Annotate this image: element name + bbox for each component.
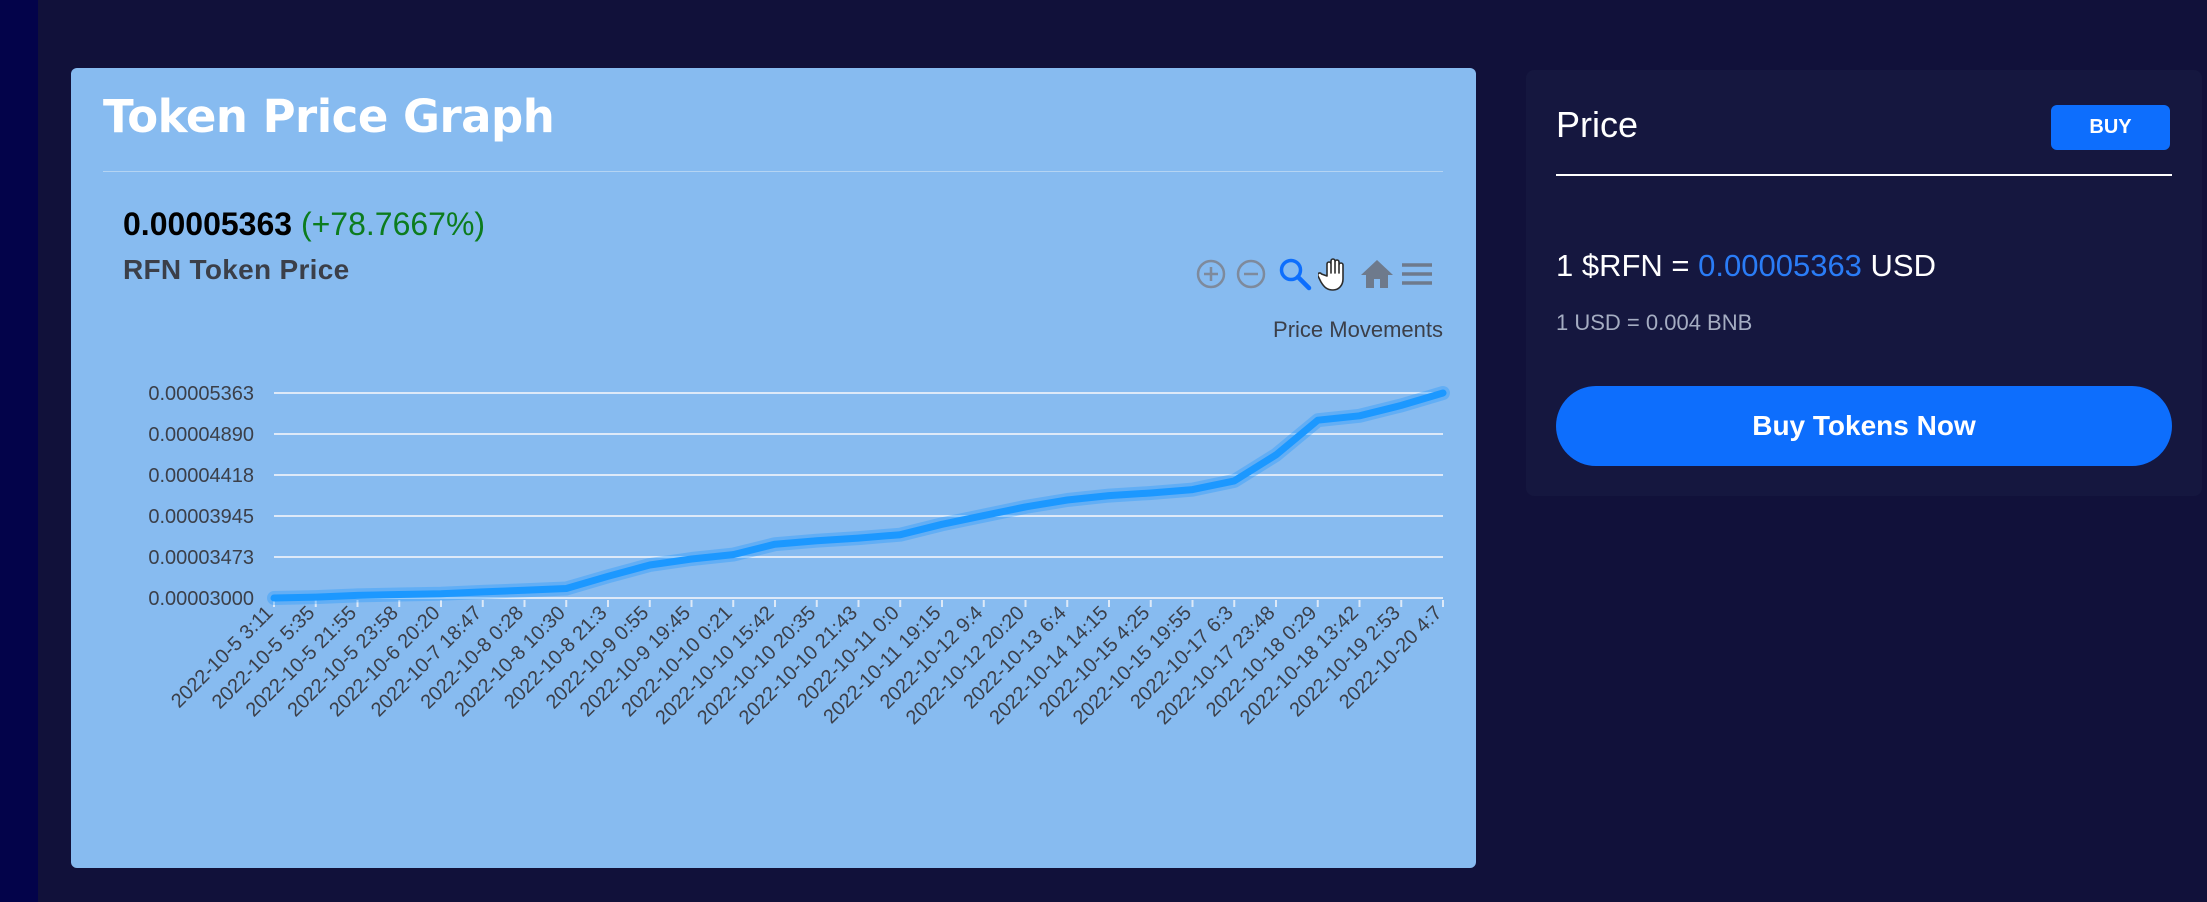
series-line-glow xyxy=(267,386,1450,605)
buy-tokens-now-button[interactable]: Buy Tokens Now xyxy=(1556,386,2172,466)
data-point xyxy=(605,573,611,580)
data-point xyxy=(1147,490,1154,497)
token-rate: 1 $RFN = 0.00005363 USD xyxy=(1556,248,1936,284)
data-point xyxy=(438,590,444,597)
left-edge-strip xyxy=(0,0,38,902)
y-tick-label: 0.00004890 xyxy=(148,424,254,446)
data-point xyxy=(563,585,570,592)
data-point xyxy=(479,588,486,595)
data-point xyxy=(688,555,695,562)
chart-subtitle: RFN Token Price xyxy=(123,254,350,285)
graph-title: Token Price Graph xyxy=(103,90,555,143)
chart-title: Price Movements xyxy=(1273,317,1443,342)
data-point xyxy=(1398,402,1405,409)
data-point xyxy=(730,551,737,558)
data-point xyxy=(1064,496,1071,503)
data-point xyxy=(939,521,945,528)
data-point xyxy=(271,595,277,601)
price-heading: Price xyxy=(1556,104,1639,145)
data-point xyxy=(312,594,319,601)
y-tick-label: 0.00003473 xyxy=(148,547,254,569)
token-price-graph-card: Token Price Graph 0.00005363 (+78.7667%)… xyxy=(71,68,1476,868)
bnb-rate: 1 USD = 0.004 BNB xyxy=(1556,310,1753,335)
data-point xyxy=(772,541,778,548)
y-tick-label: 0.00003945 xyxy=(148,506,254,528)
chart-menu-icon[interactable] xyxy=(1399,254,1435,294)
reset-home-icon[interactable] xyxy=(1359,254,1395,294)
data-point xyxy=(1314,417,1321,424)
data-point xyxy=(1273,451,1279,458)
data-point xyxy=(646,562,653,569)
series-line xyxy=(270,389,1447,602)
price-line-chart: Price Movements 0.00003000 0.00003473 0.00… xyxy=(148,317,1450,729)
zoom-out-icon[interactable] xyxy=(1233,254,1269,294)
data-point xyxy=(1356,412,1363,419)
data-point xyxy=(1231,477,1238,484)
data-point xyxy=(396,591,403,598)
y-tick-label: 0.00003000 xyxy=(148,588,254,610)
current-price: 0.00005363 xyxy=(123,206,293,242)
price-card: Price BUY 1 $RFN = 0.00005363 USD 1 USD … xyxy=(1526,70,2202,496)
data-point xyxy=(1022,503,1029,510)
price-change-percent: (+78.7667%) xyxy=(300,206,486,242)
rate-suffix: USD xyxy=(1861,248,1936,283)
buy-button[interactable]: BUY xyxy=(2051,105,2170,150)
rate-value: 0.00005363 xyxy=(1698,248,1862,283)
data-point xyxy=(813,537,820,544)
data-point xyxy=(521,587,528,594)
data-point xyxy=(1189,486,1196,493)
price-divider xyxy=(1556,174,2172,176)
selection-zoom-icon[interactable] xyxy=(1277,254,1313,294)
data-point xyxy=(354,592,361,599)
data-point xyxy=(855,535,862,542)
data-point xyxy=(1440,390,1446,396)
y-tick-label: 0.00004418 xyxy=(148,465,254,487)
zoom-in-icon[interactable] xyxy=(1193,254,1229,294)
data-point xyxy=(1106,492,1112,499)
current-price-line: 0.00005363 (+78.7667%) xyxy=(123,206,485,243)
data-point xyxy=(980,512,987,519)
y-tick-label: 0.00005363 xyxy=(148,383,254,405)
data-point xyxy=(897,531,904,538)
graph-divider xyxy=(103,171,1443,172)
rate-prefix: 1 $RFN = xyxy=(1556,248,1699,283)
pan-hand-icon[interactable] xyxy=(1317,254,1353,294)
